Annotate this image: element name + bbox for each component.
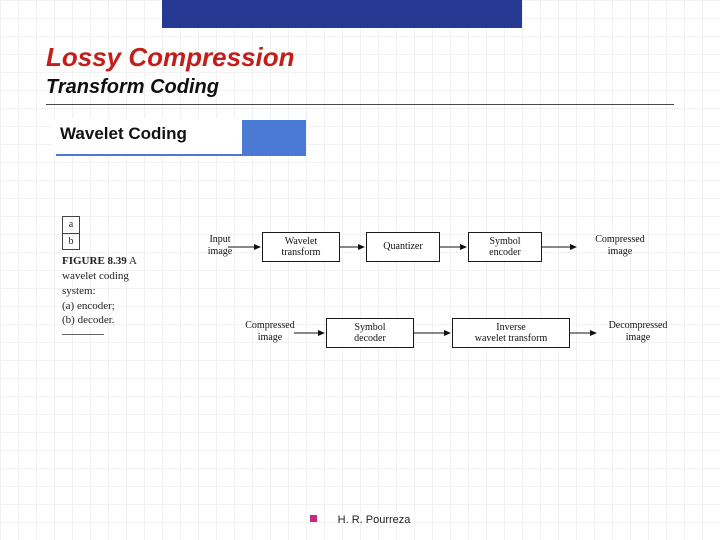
- encoder-block-quantizer: Quantizer: [366, 232, 440, 262]
- encoder-input-label: Inputimage: [180, 234, 260, 257]
- figure-caption: a b FIGURE 8.39 A wavelet coding system:…: [62, 216, 172, 335]
- decoder-input-label: Compressedimage: [230, 320, 310, 343]
- decoder-block-inverse: Inversewavelet transform: [452, 318, 570, 348]
- ab-stack: a b: [62, 216, 80, 250]
- ab-b: b: [63, 234, 79, 250]
- figure-text-0: A: [129, 255, 137, 267]
- title-rule: [46, 104, 674, 105]
- section-heading: Wavelet Coding: [56, 120, 306, 156]
- decoder-output-label: Decompressedimage: [598, 320, 678, 343]
- encoder-block-symbol: Symbolencoder: [468, 232, 542, 262]
- encoder-block-wavelet: Wavelettransform: [262, 232, 340, 262]
- encoder-output-label: Compressedimage: [580, 234, 660, 257]
- caption-rule: [62, 334, 104, 335]
- decoder-block-symbol: Symboldecoder: [326, 318, 414, 348]
- top-accent-bar: [162, 0, 522, 28]
- figure-text-1: wavelet coding: [62, 270, 129, 282]
- footer: H. R. Pourreza: [0, 514, 720, 526]
- figure-text-3: (a) encoder;: [62, 300, 115, 312]
- ab-a: a: [63, 217, 79, 234]
- figure-text-2: system:: [62, 285, 96, 297]
- section-label: Wavelet Coding: [52, 118, 242, 154]
- footer-dot-icon: [310, 515, 317, 522]
- page-title: Lossy Compression: [46, 42, 295, 73]
- page-subtitle: Transform Coding: [46, 76, 219, 99]
- figure-text-4: (b) decoder.: [62, 314, 115, 326]
- footer-author: H. R. Pourreza: [338, 514, 411, 526]
- figure-number: FIGURE 8.39: [62, 255, 127, 267]
